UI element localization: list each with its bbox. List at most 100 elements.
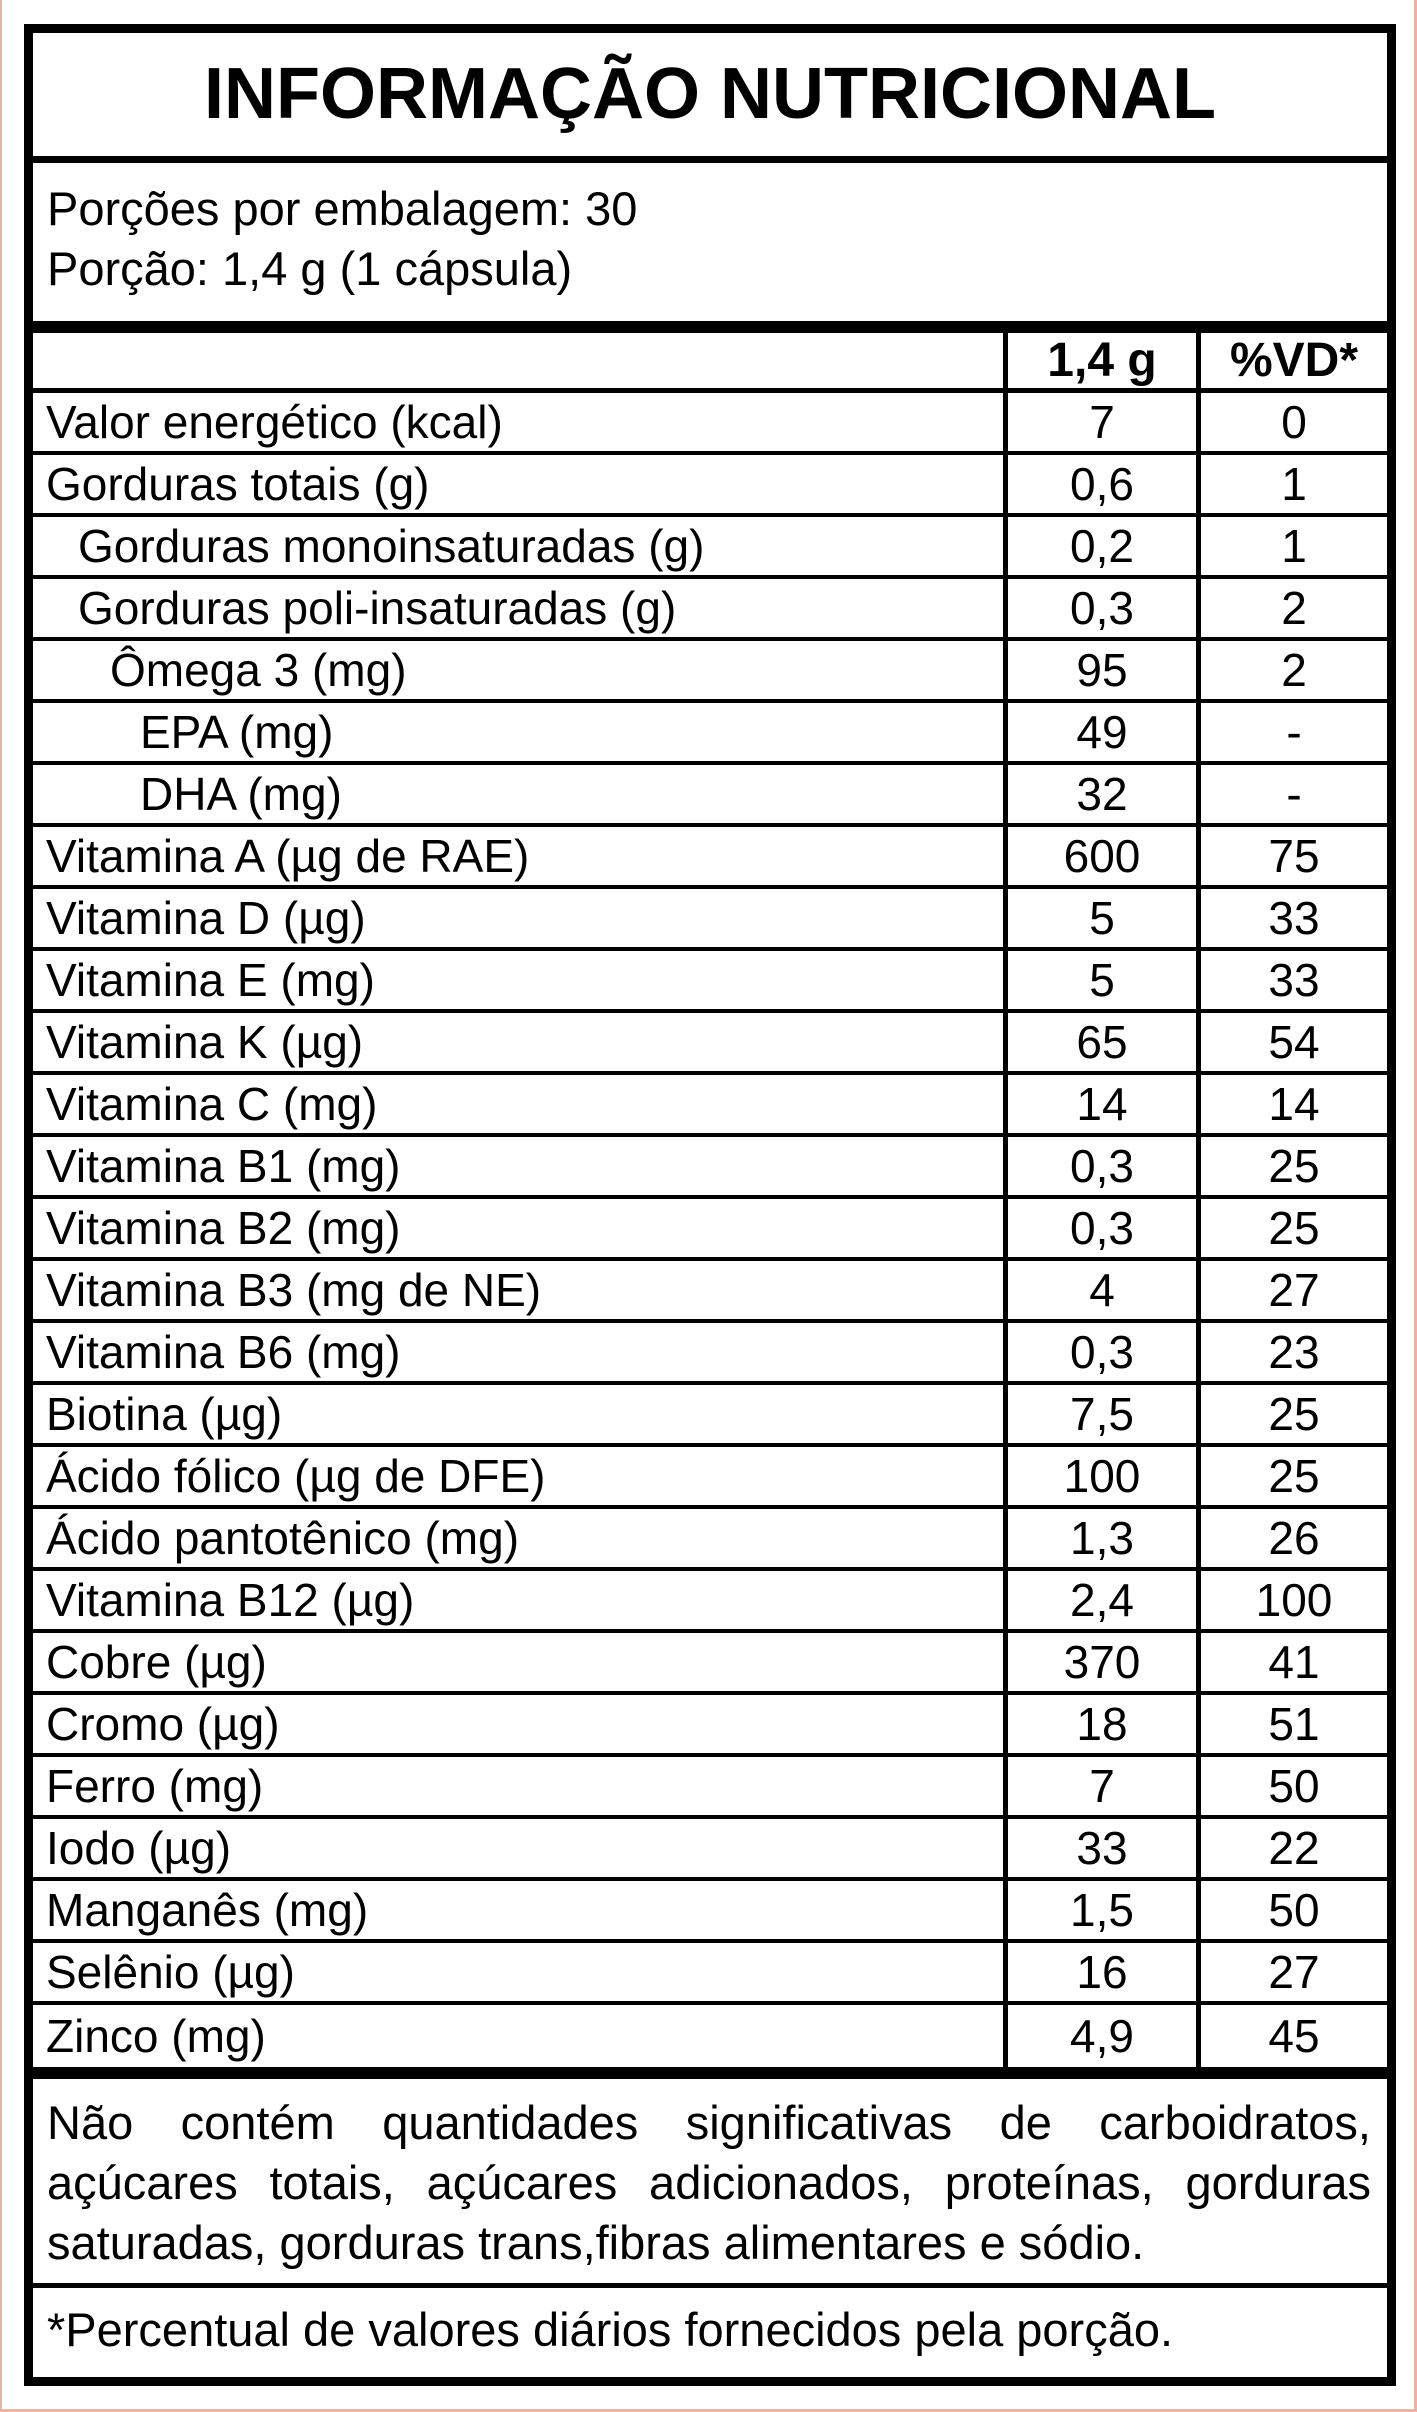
serving-size: Porção: 1,4 g (1 cápsula) — [47, 242, 573, 296]
nutrient-amount-value: 0,3 — [1003, 1199, 1196, 1258]
nutrient-vd-value: 25 — [1196, 1385, 1387, 1444]
nutrition-label: INFORMAÇÃO NUTRICIONAL Porções por embal… — [24, 24, 1396, 2386]
table-row: Cromo (µg) 18 51 — [33, 1695, 1387, 1758]
vd-column-header: %VD* — [1196, 333, 1387, 389]
nutrient-amount-value: 4,9 — [1003, 2005, 1196, 2068]
daily-value-footnote: *Percentual de valores diários fornecido… — [47, 2303, 1174, 2356]
nutrient-label: Gorduras poli-insaturadas (g) — [78, 582, 677, 635]
nutrient-amount-value: 370 — [1003, 1633, 1196, 1692]
nutrient-amount-value: 5 — [1003, 889, 1196, 948]
nutrient-vd-value: 22 — [1196, 1819, 1387, 1878]
nutrient-vd-value: - — [1196, 765, 1387, 824]
nutrient-amount-value: 14 — [1003, 1075, 1196, 1134]
header-top-bar — [33, 321, 1387, 334]
nutrient-amount-value: 32 — [1003, 765, 1196, 824]
nutrient-amount-value: 49 — [1003, 703, 1196, 762]
table-row: Selênio (µg) 16 27 — [33, 1943, 1387, 2006]
nutrient-amount-value: 16 — [1003, 1943, 1196, 2002]
nutrient-label: Ácido pantotênico (mg) — [46, 1512, 520, 1565]
nutrient-vd-value: 1 — [1196, 455, 1387, 514]
table-row: Iodo (µg) 33 22 — [33, 1819, 1387, 1882]
table-row: DHA (mg) 32- — [33, 765, 1387, 828]
nutrient-vd-value: 27 — [1196, 1943, 1387, 2002]
nutrient-amount-value: 4 — [1003, 1261, 1196, 1320]
nutrient-vd-value: - — [1196, 703, 1387, 762]
nutrient-amount-value: 7 — [1003, 393, 1196, 452]
nutrient-rows: Valor energético (kcal) 7 0 Gorduras totais… — [33, 393, 1387, 2068]
table-row: Vitamina D (µg) 5 33 — [33, 889, 1387, 952]
nutrient-label: Biotina (µg) — [46, 1388, 283, 1441]
nutrient-label: Ferro (mg) — [46, 1760, 264, 1813]
nutrient-amount-value: 18 — [1003, 1695, 1196, 1754]
title-separator — [33, 155, 1387, 163]
no-significant-amounts-note: Não contém quantidades significativas de… — [47, 2095, 1371, 2269]
nutrient-amount-value: 7,5 — [1003, 1385, 1196, 1444]
nutrient-label: Manganês (mg) — [46, 1884, 369, 1937]
nutrient-amount-value: 1,5 — [1003, 1881, 1196, 1940]
nutrient-vd-value: 0 — [1196, 393, 1387, 452]
nutrient-label: Vitamina K (µg) — [46, 1016, 364, 1069]
table-row: Gorduras monoinsaturadas (g) 0,2 1 — [33, 517, 1387, 580]
footnote-separator — [33, 2283, 1387, 2288]
nutrient-vd-value: 33 — [1196, 951, 1387, 1010]
nutrient-label: Gorduras totais (g) — [46, 458, 430, 511]
table-row: Cobre (µg) 370 41 — [33, 1633, 1387, 1696]
nutrient-label: Vitamina B2 (mg) — [46, 1202, 401, 1255]
table-row: Vitamina K (µg) 65 54 — [33, 1013, 1387, 1076]
nutrient-vd-value: 41 — [1196, 1633, 1387, 1692]
table-row: Valor energético (kcal) 7 0 — [33, 393, 1387, 456]
table-row: Biotina (µg) 7,5 25 — [33, 1385, 1387, 1448]
table-row: Vitamina E (mg) 5 33 — [33, 951, 1387, 1014]
nutrient-label: Vitamina E (mg) — [46, 954, 375, 1007]
nutrient-label: Vitamina A (µg de RAE) — [46, 830, 530, 883]
table-row: Manganês (mg) 1,5 50 — [33, 1881, 1387, 1944]
table-row: Ácido fólico (µg de DFE) 100 25 — [33, 1447, 1387, 1510]
nutrient-label: Valor energético (kcal) — [46, 396, 503, 449]
table-row: Zinco (mg) 4,9 45 — [33, 2005, 1387, 2068]
nutrient-amount-value: 1,3 — [1003, 1509, 1196, 1568]
nutrient-label: Vitamina B1 (mg) — [46, 1140, 401, 1193]
table-row: Vitamina B12 (µg) 2,4 100 — [33, 1571, 1387, 1634]
table-row: Vitamina C (mg) 14 14 — [33, 1075, 1387, 1138]
nutrient-vd-value: 50 — [1196, 1881, 1387, 1940]
label-title: INFORMAÇÃO NUTRICIONAL — [204, 54, 1216, 135]
servings-per-package: Porções por embalagem: 30 — [47, 181, 638, 235]
nutrient-label: Ômega 3 (mg) — [110, 644, 407, 697]
nutrient-vd-value: 1 — [1196, 517, 1387, 576]
amount-column-header: 1,4 g — [1003, 333, 1196, 389]
nutrient-amount-value: 100 — [1003, 1447, 1196, 1506]
nutrient-label: Iodo (µg) — [46, 1822, 232, 1875]
table-row: Vitamina B3 (mg de NE) 4 27 — [33, 1261, 1387, 1324]
nutrient-label: DHA (mg) — [140, 768, 342, 821]
nutrient-amount-value: 0,3 — [1003, 1137, 1196, 1196]
table-row: Vitamina B6 (mg) 0,3 23 — [33, 1323, 1387, 1386]
nutrient-amount-value: 5 — [1003, 951, 1196, 1010]
nutrient-vd-value: 2 — [1196, 579, 1387, 638]
nutrient-vd-value: 2 — [1196, 641, 1387, 700]
table-row: Ácido pantotênico (mg) 1,3 26 — [33, 1509, 1387, 1572]
nutrient-label: EPA (mg) — [140, 706, 334, 759]
nutrient-vd-value: 25 — [1196, 1199, 1387, 1258]
nutrient-vd-value: 100 — [1196, 1571, 1387, 1630]
nutrient-vd-value: 54 — [1196, 1013, 1387, 1072]
table-row: Gorduras poli-insaturadas (g) 0,3 2 — [33, 579, 1387, 642]
nutrient-label: Vitamina B3 (mg de NE) — [46, 1264, 542, 1317]
table-bottom-bar — [33, 2067, 1387, 2079]
nutrient-vd-value: 50 — [1196, 1757, 1387, 1816]
nutrient-amount-value: 95 — [1003, 641, 1196, 700]
nutrient-label: Vitamina B12 (µg) — [46, 1574, 415, 1627]
serving-info: Porções por embalagem: 30 Porção: 1,4 g … — [33, 163, 1387, 321]
nutrient-amount-value: 2,4 — [1003, 1571, 1196, 1630]
nutrient-amount-value: 0,6 — [1003, 455, 1196, 514]
table-row: Gorduras totais (g) 0,6 1 — [33, 455, 1387, 518]
table-row: Ômega 3 (mg) 95 2 — [33, 641, 1387, 704]
nutrient-label: Gorduras monoinsaturadas (g) — [78, 520, 705, 573]
table-row: Vitamina B1 (mg) 0,3 25 — [33, 1137, 1387, 1200]
nutrient-amount-value: 65 — [1003, 1013, 1196, 1072]
table-row: EPA (mg) 49- — [33, 703, 1387, 766]
nutrient-label: Cobre (µg) — [46, 1636, 267, 1689]
nutrient-label: Vitamina D (µg) — [46, 892, 366, 945]
nutrient-vd-value: 27 — [1196, 1261, 1387, 1320]
nutrient-amount-value: 600 — [1003, 827, 1196, 886]
